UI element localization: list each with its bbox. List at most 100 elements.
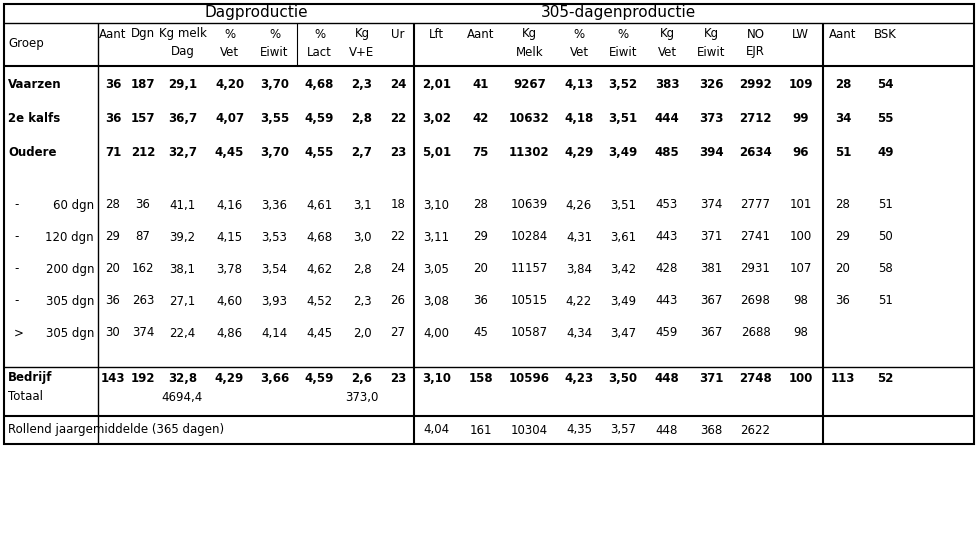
Text: 444: 444	[654, 112, 679, 124]
Text: Totaal: Totaal	[8, 390, 43, 404]
Text: 38,1: 38,1	[169, 262, 195, 276]
Text: 24: 24	[390, 262, 405, 276]
Text: 10587: 10587	[510, 327, 547, 339]
Text: 2634: 2634	[739, 146, 771, 158]
Text: 2,8: 2,8	[353, 262, 371, 276]
Text: -: -	[14, 294, 19, 307]
Text: Rollend jaargemiddelde (365 dagen): Rollend jaargemiddelde (365 dagen)	[8, 424, 224, 437]
Text: 101: 101	[788, 199, 811, 212]
Text: 29: 29	[106, 230, 120, 244]
Text: 4,13: 4,13	[564, 79, 593, 91]
Text: Aant: Aant	[828, 28, 856, 41]
Text: 3,10: 3,10	[423, 199, 449, 212]
Text: 28: 28	[106, 199, 120, 212]
Text: 443: 443	[656, 294, 677, 307]
Text: 18: 18	[390, 199, 405, 212]
Text: 32,8: 32,8	[168, 371, 196, 384]
Text: 2777: 2777	[740, 199, 770, 212]
Text: 3,61: 3,61	[610, 230, 635, 244]
Text: 2,3: 2,3	[351, 79, 372, 91]
Text: Ur: Ur	[391, 28, 404, 41]
Text: 4,31: 4,31	[566, 230, 591, 244]
Text: 459: 459	[656, 327, 677, 339]
Text: 4,62: 4,62	[306, 262, 332, 276]
Text: 75: 75	[472, 146, 488, 158]
Text: 453: 453	[656, 199, 677, 212]
Text: 381: 381	[700, 262, 721, 276]
Text: 2748: 2748	[739, 371, 771, 384]
Text: 96: 96	[791, 146, 808, 158]
Text: 3,49: 3,49	[610, 294, 635, 307]
Text: Dgn: Dgn	[131, 28, 155, 41]
Text: 3,36: 3,36	[261, 199, 287, 212]
Text: 305 dgn: 305 dgn	[46, 327, 94, 339]
Text: 51: 51	[834, 146, 850, 158]
Text: %: %	[616, 28, 628, 41]
Text: 3,78: 3,78	[216, 262, 242, 276]
Text: 4,60: 4,60	[216, 294, 242, 307]
Text: 98: 98	[792, 294, 807, 307]
Text: 39,2: 39,2	[169, 230, 195, 244]
Text: 34: 34	[834, 112, 850, 124]
Text: 448: 448	[654, 371, 679, 384]
Text: 4694,4: 4694,4	[162, 390, 203, 404]
Text: Eiwit: Eiwit	[696, 46, 725, 58]
Text: 20: 20	[834, 262, 850, 276]
Text: Vet: Vet	[569, 46, 588, 58]
Text: 2741: 2741	[740, 230, 770, 244]
Text: 4,55: 4,55	[305, 146, 334, 158]
Text: 162: 162	[132, 262, 154, 276]
Text: -: -	[14, 262, 19, 276]
Text: Eiwit: Eiwit	[608, 46, 637, 58]
Text: 326: 326	[698, 79, 723, 91]
Text: 28: 28	[473, 199, 488, 212]
Text: 4,04: 4,04	[423, 424, 449, 437]
Text: 45: 45	[473, 327, 488, 339]
Text: 2,6: 2,6	[351, 371, 372, 384]
Text: 4,00: 4,00	[423, 327, 449, 339]
Text: 4,68: 4,68	[305, 79, 334, 91]
Text: Aant: Aant	[99, 28, 127, 41]
Text: 54: 54	[876, 79, 893, 91]
Text: 41: 41	[472, 79, 488, 91]
Text: 49: 49	[876, 146, 893, 158]
Text: 4,52: 4,52	[306, 294, 332, 307]
Text: 4,22: 4,22	[566, 294, 591, 307]
Text: 28: 28	[834, 199, 850, 212]
Text: 371: 371	[700, 230, 721, 244]
Text: 107: 107	[788, 262, 811, 276]
Text: 2,3: 2,3	[353, 294, 371, 307]
Text: 42: 42	[472, 112, 488, 124]
Text: 3,05: 3,05	[423, 262, 449, 276]
Text: 100: 100	[787, 371, 812, 384]
Text: 27: 27	[390, 327, 405, 339]
Text: 4,68: 4,68	[306, 230, 332, 244]
Text: 158: 158	[468, 371, 492, 384]
Text: 3,49: 3,49	[608, 146, 637, 158]
Text: 36: 36	[834, 294, 850, 307]
Text: Aant: Aant	[466, 28, 493, 41]
Text: 10515: 10515	[510, 294, 547, 307]
Text: 4,61: 4,61	[306, 199, 332, 212]
Text: 3,54: 3,54	[261, 262, 287, 276]
Text: 11157: 11157	[510, 262, 548, 276]
Text: >: >	[14, 327, 23, 339]
Text: 4,20: 4,20	[215, 79, 244, 91]
Text: 29: 29	[834, 230, 850, 244]
Text: 3,66: 3,66	[260, 371, 289, 384]
Text: 443: 443	[656, 230, 677, 244]
Text: 157: 157	[131, 112, 155, 124]
Text: 383: 383	[654, 79, 679, 91]
Text: 3,50: 3,50	[608, 371, 637, 384]
Text: 4,18: 4,18	[564, 112, 593, 124]
Text: 10284: 10284	[510, 230, 547, 244]
Text: 36: 36	[473, 294, 488, 307]
Text: 200 dgn: 200 dgn	[46, 262, 94, 276]
Text: 50: 50	[877, 230, 892, 244]
Text: 367: 367	[700, 327, 721, 339]
Text: 36: 36	[136, 199, 150, 212]
Text: 3,70: 3,70	[260, 146, 289, 158]
Text: 263: 263	[132, 294, 154, 307]
Text: 2698: 2698	[740, 294, 770, 307]
Text: 4,59: 4,59	[305, 112, 334, 124]
